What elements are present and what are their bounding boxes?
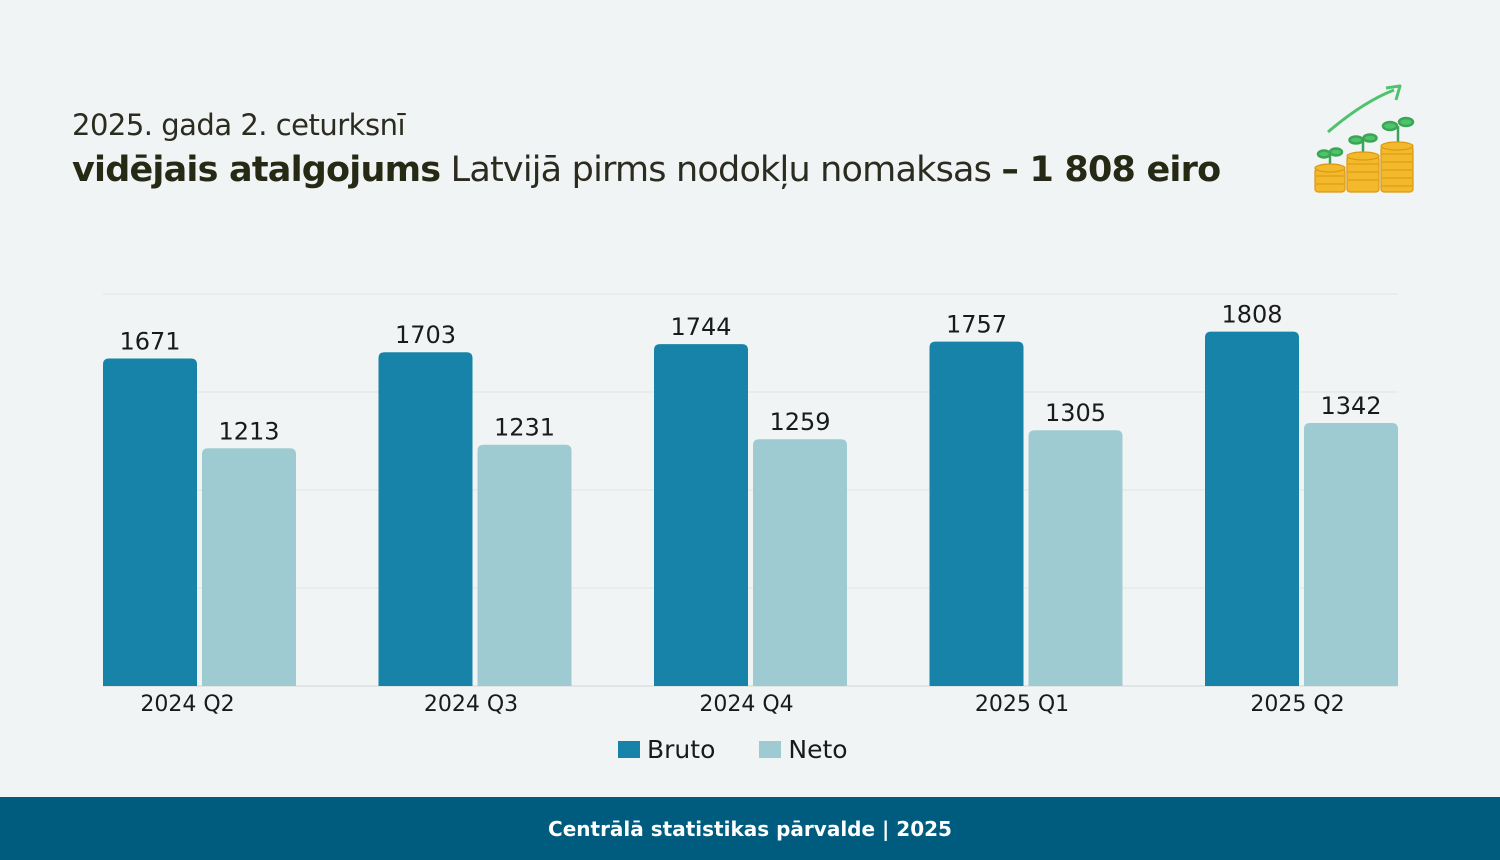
x-tick-label-2: 2024 Q4	[699, 692, 793, 717]
bar-bruto-3	[929, 341, 1024, 686]
coins-growth-icon	[1308, 82, 1420, 197]
x-tick-label-0: 2024 Q2	[140, 692, 234, 717]
footer-text: Centrālā statistikas pārvalde | 2025	[548, 816, 952, 841]
footer-bar: Centrālā statistikas pārvalde | 2025	[0, 797, 1500, 860]
bar-neto-1	[477, 444, 572, 686]
data-label-neto-4: 1342	[1320, 392, 1381, 420]
data-label-neto-2: 1259	[769, 408, 830, 436]
data-label-bruto-3: 1757	[946, 311, 1007, 339]
bar-neto-4	[1304, 422, 1398, 686]
bar-neto-3	[1028, 430, 1123, 686]
legend-item-neto: Neto	[759, 735, 848, 764]
chart-subtitle: 2025. gada 2. ceturksnī	[72, 108, 406, 142]
x-tick-label-4: 2025 Q2	[1250, 692, 1344, 717]
bar-chart: 1671 1213 2024 Q2 1703 1231 2024 Q3 1744 1259 20…	[103, 293, 1398, 717]
headline-bold: vidējais atalgojums	[72, 150, 441, 190]
legend-swatch-bruto	[618, 741, 640, 758]
x-tick-label-1: 2024 Q3	[424, 692, 518, 717]
x-tick-label-3: 2025 Q1	[975, 692, 1069, 717]
chart-headline: vidējais atalgojums Latvijā pirms nodokļ…	[72, 150, 1221, 190]
legend-swatch-neto	[759, 741, 782, 758]
headline-value: – 1 808 eiro	[1001, 150, 1221, 190]
legend-label-neto: Neto	[788, 735, 848, 764]
bar-bruto-0	[103, 358, 197, 686]
bar-neto-0	[202, 448, 296, 686]
bar-neto-2	[753, 439, 847, 686]
chart-legend: Bruto Neto	[618, 735, 892, 764]
data-label-bruto-2: 1744	[670, 313, 731, 341]
data-label-neto-3: 1305	[1045, 399, 1106, 427]
bar-bruto-2	[654, 344, 748, 686]
data-label-bruto-1: 1703	[395, 321, 456, 349]
data-label-neto-1: 1231	[494, 414, 555, 442]
data-label-bruto-0: 1671	[119, 327, 180, 355]
data-label-neto-0: 1213	[218, 417, 279, 445]
legend-item-bruto: Bruto	[618, 735, 715, 764]
bar-bruto-1	[378, 352, 473, 686]
legend-label-bruto: Bruto	[647, 735, 716, 764]
bar-bruto-4	[1205, 331, 1299, 686]
data-label-bruto-4: 1808	[1221, 301, 1282, 329]
headline-normal: Latvijā pirms nodokļu nomaksas	[440, 150, 1002, 190]
